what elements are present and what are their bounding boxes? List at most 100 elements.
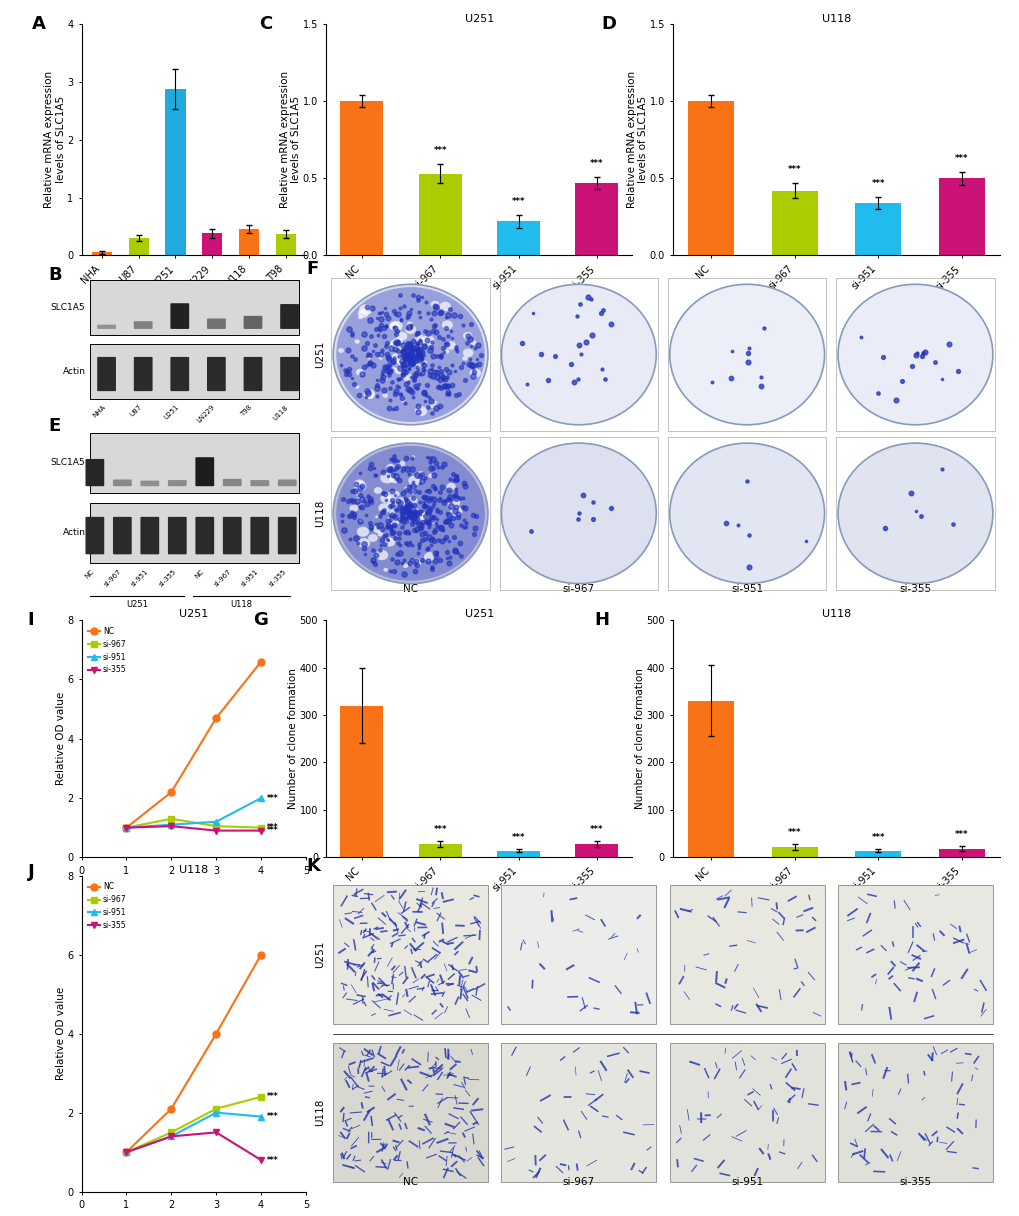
- Ellipse shape: [363, 389, 375, 399]
- Ellipse shape: [392, 491, 399, 497]
- Text: U118: U118: [315, 500, 324, 527]
- Bar: [92, 253, 112, 255]
- Bar: [333, 885, 487, 1024]
- Ellipse shape: [501, 443, 655, 584]
- Ellipse shape: [463, 349, 473, 358]
- FancyBboxPatch shape: [133, 321, 153, 330]
- Ellipse shape: [380, 473, 393, 484]
- Title: U118: U118: [821, 13, 850, 23]
- Text: K: K: [306, 856, 320, 874]
- Text: ***: ***: [266, 1113, 278, 1121]
- Ellipse shape: [415, 334, 423, 342]
- Ellipse shape: [399, 344, 411, 354]
- Ellipse shape: [398, 349, 407, 355]
- Ellipse shape: [404, 486, 409, 490]
- Bar: [937, 849, 983, 857]
- si-355: [255, 1153, 267, 1167]
- Ellipse shape: [354, 482, 366, 491]
- Text: ***: ***: [266, 1155, 278, 1165]
- Legend: NC, si-967, si-951, si-355: NC, si-967, si-951, si-355: [86, 879, 129, 933]
- FancyBboxPatch shape: [168, 517, 186, 554]
- Ellipse shape: [415, 510, 425, 518]
- NC: [120, 1145, 132, 1160]
- Text: SLC1A5: SLC1A5: [51, 458, 86, 467]
- FancyBboxPatch shape: [207, 319, 225, 330]
- Ellipse shape: [470, 340, 476, 345]
- Bar: [128, 238, 149, 255]
- Ellipse shape: [386, 497, 396, 506]
- Ellipse shape: [501, 285, 655, 424]
- Bar: [496, 851, 540, 857]
- Ellipse shape: [411, 455, 415, 458]
- Text: si-355: si-355: [899, 1177, 930, 1187]
- Bar: [418, 174, 462, 255]
- Ellipse shape: [386, 343, 396, 351]
- si-967: [120, 821, 132, 835]
- Ellipse shape: [408, 507, 412, 511]
- Ellipse shape: [415, 364, 420, 368]
- Bar: [331, 278, 489, 430]
- Text: A: A: [33, 15, 46, 33]
- Ellipse shape: [383, 568, 387, 572]
- Bar: [836, 437, 994, 590]
- Ellipse shape: [356, 368, 364, 376]
- Ellipse shape: [355, 491, 360, 496]
- Ellipse shape: [386, 491, 396, 500]
- Bar: [165, 89, 185, 255]
- Ellipse shape: [375, 550, 388, 561]
- Text: NC: NC: [84, 568, 95, 580]
- Y-axis label: Relative mRNA expression
levels of SLC1A5: Relative mRNA expression levels of SLC1A…: [626, 72, 647, 208]
- Ellipse shape: [838, 443, 991, 584]
- FancyBboxPatch shape: [244, 358, 262, 392]
- Text: ***: ***: [590, 824, 603, 834]
- Line: si-967: si-967: [123, 815, 264, 831]
- Bar: [854, 851, 901, 857]
- Text: U118: U118: [315, 1099, 324, 1126]
- Ellipse shape: [356, 496, 363, 502]
- si-951: [120, 821, 132, 835]
- FancyBboxPatch shape: [86, 458, 104, 486]
- NC: [210, 710, 222, 725]
- Text: ***: ***: [954, 154, 968, 163]
- Ellipse shape: [383, 377, 387, 381]
- Legend: NC, si-967, si-951, si-355: NC, si-967, si-951, si-355: [86, 624, 129, 677]
- si-951: [165, 1128, 177, 1143]
- Text: ***: ***: [433, 824, 446, 834]
- Ellipse shape: [358, 537, 370, 548]
- Ellipse shape: [419, 370, 424, 373]
- Text: I: I: [28, 610, 35, 629]
- Text: ***: ***: [512, 197, 525, 206]
- Ellipse shape: [462, 356, 467, 361]
- Bar: [340, 101, 383, 255]
- Text: U118: U118: [272, 404, 289, 421]
- Ellipse shape: [389, 510, 395, 514]
- FancyBboxPatch shape: [244, 316, 262, 330]
- Bar: [499, 437, 657, 590]
- Bar: [90, 344, 299, 399]
- Text: ***: ***: [266, 794, 278, 803]
- Ellipse shape: [417, 512, 427, 520]
- Text: si-355: si-355: [899, 584, 930, 595]
- Bar: [501, 885, 655, 1024]
- Text: si-967: si-967: [562, 1177, 594, 1187]
- Text: ***: ***: [266, 1092, 278, 1102]
- FancyBboxPatch shape: [223, 517, 242, 554]
- FancyBboxPatch shape: [113, 479, 131, 486]
- si-355: [165, 1128, 177, 1143]
- Text: Actin: Actin: [62, 367, 86, 376]
- Ellipse shape: [358, 315, 363, 320]
- FancyBboxPatch shape: [133, 358, 153, 392]
- Ellipse shape: [403, 563, 408, 568]
- Ellipse shape: [463, 332, 472, 339]
- si-951: [255, 1109, 267, 1124]
- FancyBboxPatch shape: [141, 480, 159, 486]
- Text: U251: U251: [126, 601, 148, 609]
- Ellipse shape: [368, 501, 373, 505]
- Ellipse shape: [417, 471, 424, 477]
- si-951: [210, 815, 222, 829]
- Ellipse shape: [443, 349, 449, 354]
- Ellipse shape: [372, 525, 382, 533]
- FancyBboxPatch shape: [250, 480, 269, 486]
- Ellipse shape: [355, 339, 360, 344]
- Ellipse shape: [357, 527, 369, 536]
